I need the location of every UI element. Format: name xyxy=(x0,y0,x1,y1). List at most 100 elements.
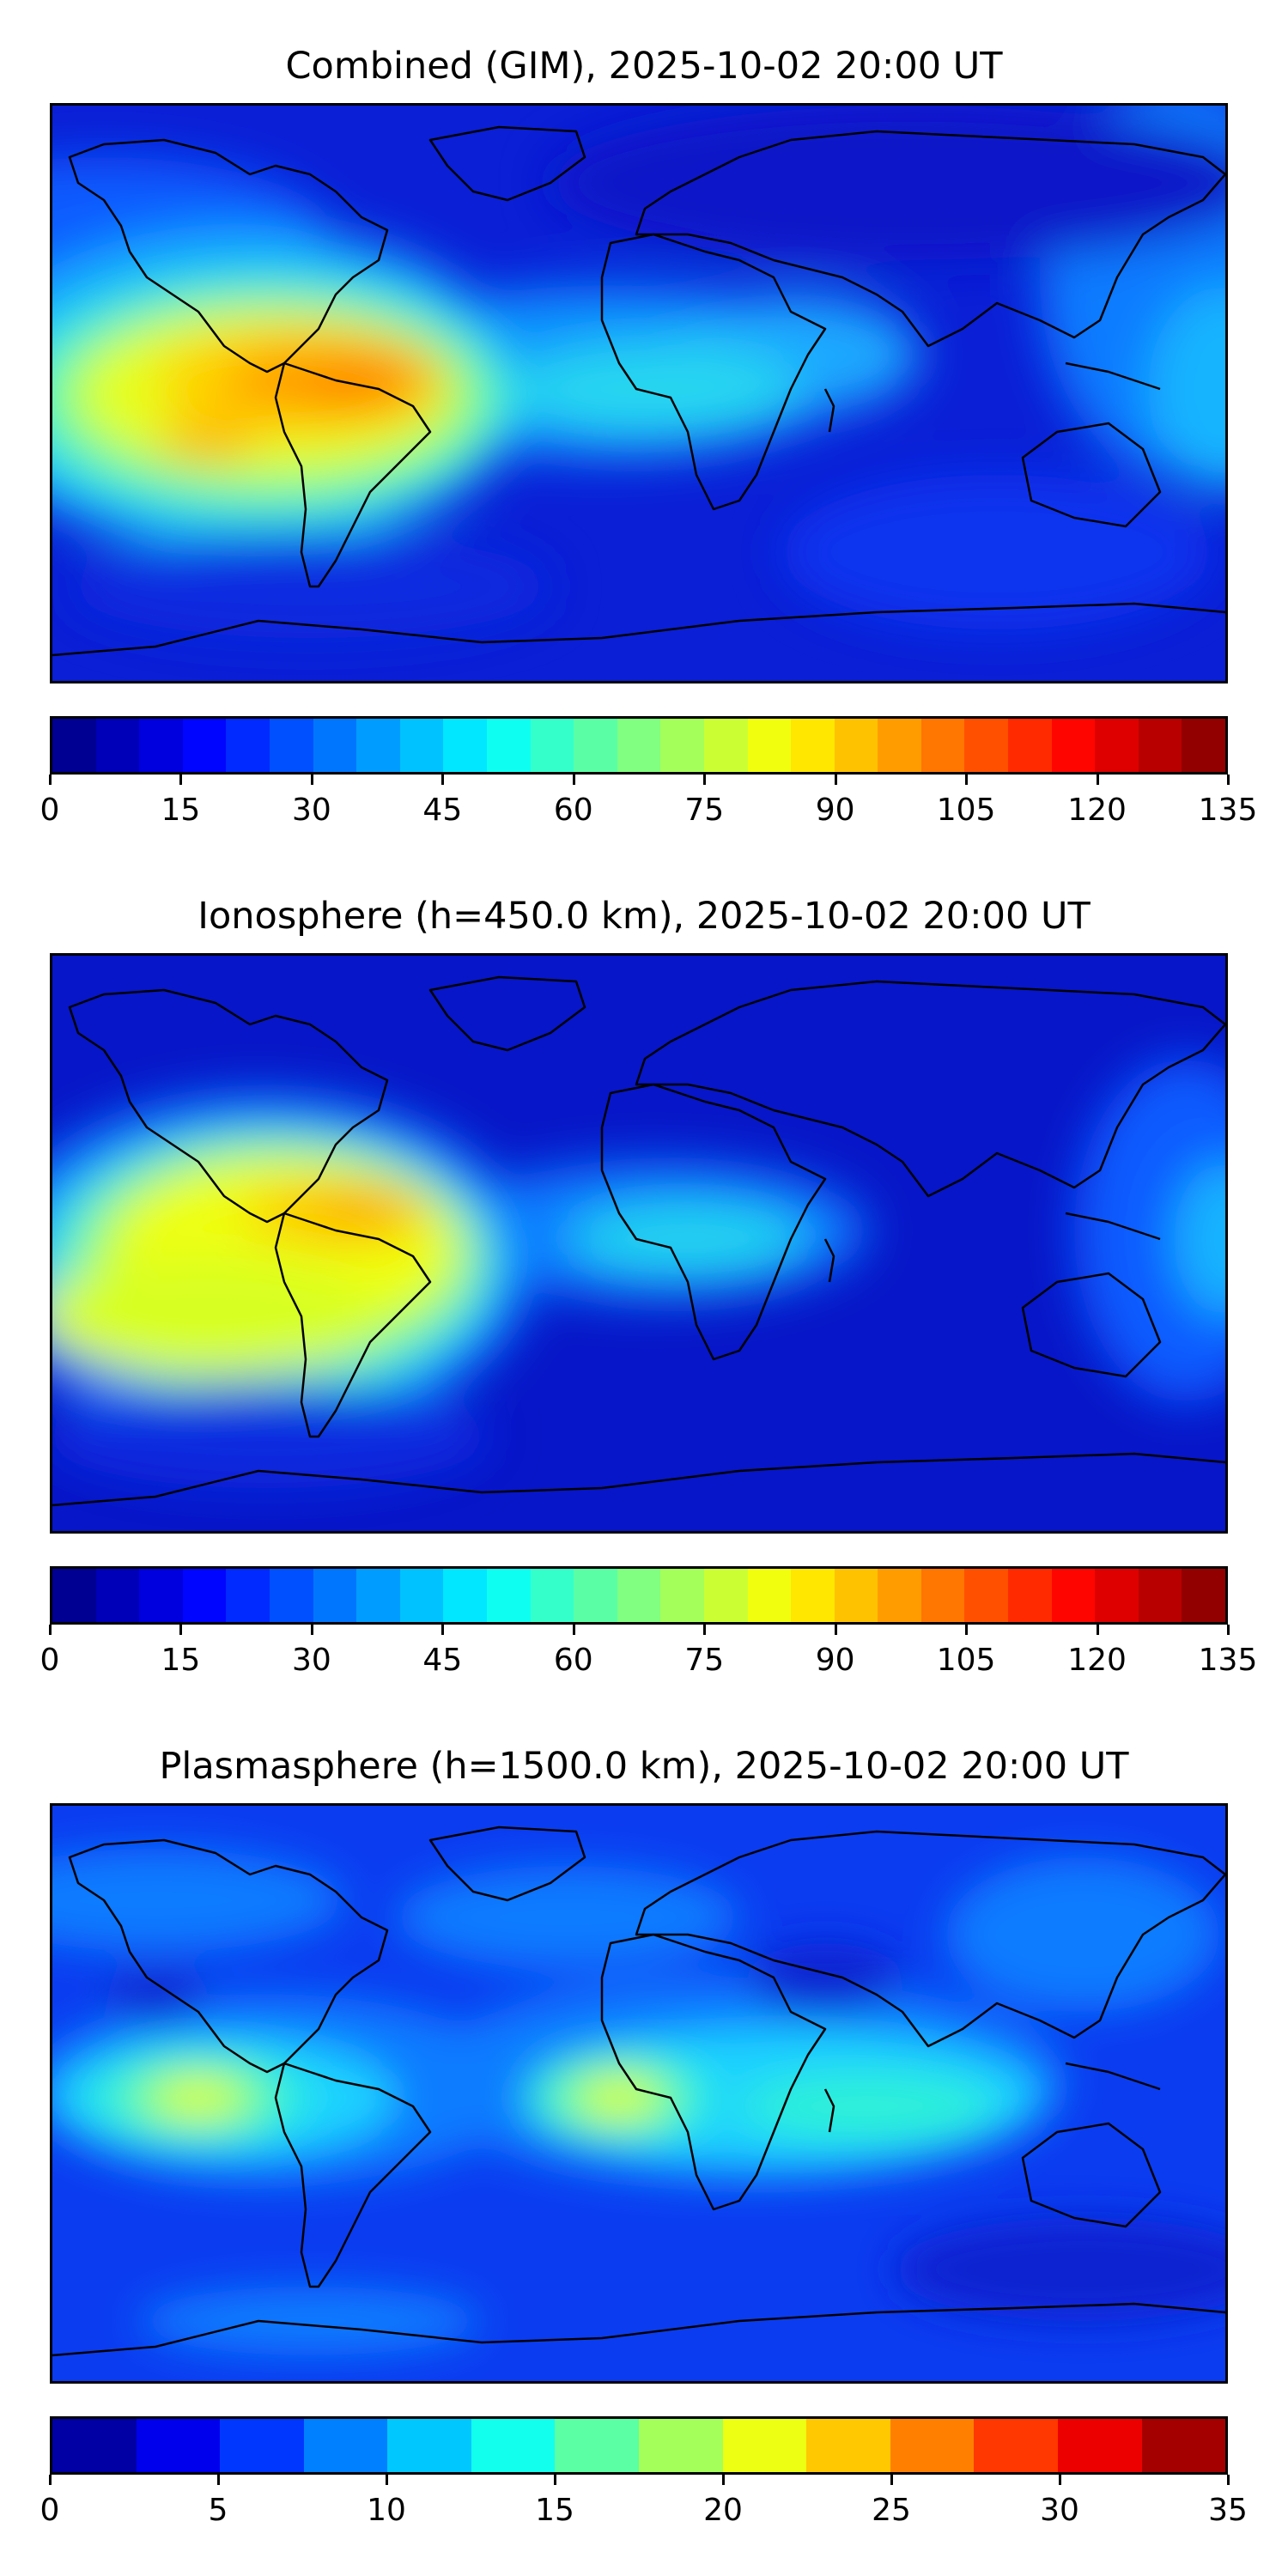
colorbar-segment xyxy=(269,719,313,772)
tick-label: 75 xyxy=(684,1643,725,1678)
colorbar-segment xyxy=(220,2419,304,2472)
colorbar-segment xyxy=(617,1569,661,1622)
tick-label: 15 xyxy=(161,793,201,828)
colorbar-segment xyxy=(920,719,965,772)
tick-label: 60 xyxy=(553,793,593,828)
colorbar-segment xyxy=(660,719,704,772)
colorbar-segment xyxy=(182,1569,227,1622)
colorbar-segment xyxy=(878,1569,921,1622)
tick-label: 0 xyxy=(39,1643,60,1678)
colorbar-segment xyxy=(52,2419,137,2472)
colorbar-segment xyxy=(52,1569,96,1622)
colorbar-segment xyxy=(574,719,617,772)
tick-mark xyxy=(572,1625,575,1635)
colorbar-segment xyxy=(791,719,835,772)
colorbar-segment xyxy=(722,2419,807,2472)
panel-combined: Combined (GIM), 2025-10-02 20:00 UT xyxy=(0,0,1288,859)
tick-mark xyxy=(722,2475,725,2485)
tick-label: 120 xyxy=(1067,793,1127,828)
tick-label: 60 xyxy=(553,1643,593,1678)
tick-mark xyxy=(890,2475,893,2485)
colorbar-segment xyxy=(356,1569,400,1622)
map-title: Ionosphere (h=450.0 km), 2025-10-02 20:0… xyxy=(197,895,1091,938)
tick-label: 135 xyxy=(1198,793,1258,828)
colorbar-segment xyxy=(1051,719,1096,772)
tick-mark xyxy=(1096,1625,1099,1635)
tick-label: 25 xyxy=(872,2493,911,2528)
tick-mark xyxy=(179,775,183,785)
tick-mark xyxy=(1059,2475,1061,2485)
tick-label: 20 xyxy=(703,2493,743,2528)
tick-mark xyxy=(1227,775,1230,785)
colorbar-segment xyxy=(703,1569,748,1622)
tick-mark xyxy=(441,775,445,785)
colorbar-segment xyxy=(139,719,183,772)
tec-map-plasmasphere xyxy=(50,1803,1228,2384)
colorbar-segment xyxy=(834,1569,878,1622)
colorbar-ticks-combined: 0 15 30 45 60 75 90 105 120 135 xyxy=(40,775,1257,835)
colorbar-segment xyxy=(878,719,921,772)
colorbar-segment xyxy=(356,719,400,772)
colorbar-segment xyxy=(387,2419,471,2472)
colorbar-segment xyxy=(747,719,792,772)
colorbar-segment xyxy=(471,2419,556,2472)
colorbar-segment xyxy=(269,1569,313,1622)
tick-mark xyxy=(310,775,313,785)
colorbar-segment xyxy=(52,719,96,772)
colorbar-segment xyxy=(530,1569,574,1622)
colorbar-ticks-plasmasphere: 0 5 10 15 20 25 30 35 xyxy=(40,2475,1248,2535)
colorbar-segment xyxy=(806,2419,890,2472)
colorbar-segment xyxy=(834,719,878,772)
colorbar-segment xyxy=(136,2419,221,2472)
colorbar-segment xyxy=(1138,719,1182,772)
tick-mark xyxy=(49,2475,52,2485)
colorbar-ionosphere xyxy=(50,1566,1228,1625)
colorbar-segment xyxy=(313,1569,357,1622)
tick-mark xyxy=(1096,775,1099,785)
tick-label: 105 xyxy=(936,793,996,828)
tick-label: 105 xyxy=(936,1643,996,1678)
colorbar-segment xyxy=(964,719,1009,772)
colorbar-segment xyxy=(226,719,270,772)
colorbar-segment xyxy=(399,719,444,772)
tick-label: 0 xyxy=(39,2493,60,2528)
colorbar-segment xyxy=(486,1569,531,1622)
tick-mark xyxy=(554,2475,556,2485)
tick-label: 135 xyxy=(1198,1643,1258,1678)
colorbar-segment xyxy=(555,2419,640,2472)
tick-mark xyxy=(1227,2475,1230,2485)
colorbar-combined xyxy=(50,716,1228,775)
tick-label: 90 xyxy=(815,1643,855,1678)
tick-label: 45 xyxy=(422,793,463,828)
colorbar-segment xyxy=(1095,719,1139,772)
tick-label: 5 xyxy=(208,2493,228,2528)
tick-mark xyxy=(386,2475,388,2485)
colorbar-segment xyxy=(303,2419,388,2472)
tick-label: 45 xyxy=(422,1643,463,1678)
tick-label: 15 xyxy=(161,1643,201,1678)
colorbar-plasmasphere xyxy=(50,2416,1228,2475)
tick-mark xyxy=(703,1625,707,1635)
tick-mark xyxy=(49,775,52,785)
colorbar-segment xyxy=(920,1569,965,1622)
colorbar-segment xyxy=(617,719,661,772)
colorbar-ticks-ionosphere: 0 15 30 45 60 75 90 105 120 135 xyxy=(40,1625,1257,1685)
map-title: Plasmasphere (h=1500.0 km), 2025-10-02 2… xyxy=(159,1745,1129,1788)
tick-label: 35 xyxy=(1208,2493,1248,2528)
tick-mark xyxy=(217,2475,220,2485)
tick-mark xyxy=(179,1625,183,1635)
colorbar-segment xyxy=(1008,719,1052,772)
tick-mark xyxy=(49,1625,52,1635)
colorbar-segment xyxy=(139,1569,183,1622)
colorbar-segment xyxy=(1051,1569,1096,1622)
panel-plasmasphere: Plasmasphere (h=1500.0 km), 2025-10-02 2… xyxy=(0,1700,1288,2559)
colorbar-segment xyxy=(1008,1569,1052,1622)
colorbar-segment xyxy=(791,1569,835,1622)
tick-label: 30 xyxy=(291,793,331,828)
tick-label: 120 xyxy=(1067,1643,1127,1678)
tick-label: 30 xyxy=(291,1643,331,1678)
colorbar-segment xyxy=(1182,1569,1225,1622)
colorbar-segment xyxy=(974,2419,1058,2472)
colorbar-segment xyxy=(313,719,357,772)
tick-label: 75 xyxy=(684,793,725,828)
